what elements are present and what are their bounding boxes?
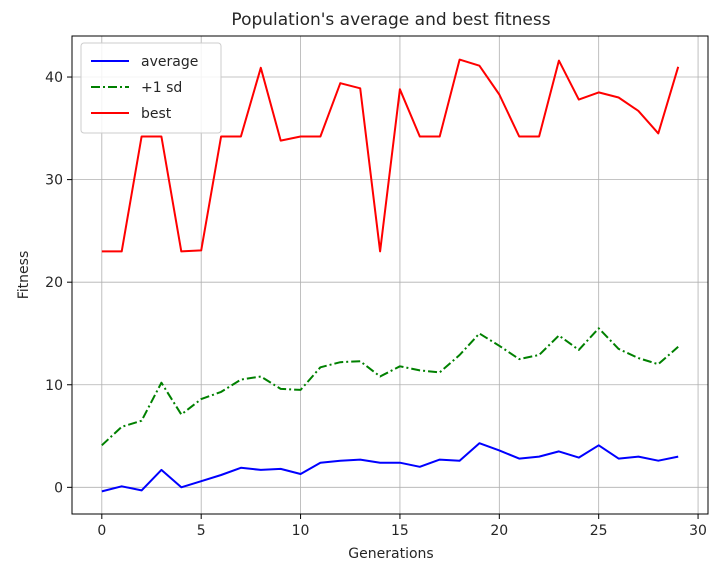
plot-lines (101, 58, 680, 493)
y-tick-label: 10 (45, 378, 63, 394)
series-line-best (101, 58, 680, 253)
x-tick-label: 15 (391, 523, 409, 539)
plot-frame (71, 35, 709, 515)
y-tick-label: 20 (45, 275, 63, 291)
legend-label: +1 sd (141, 80, 182, 96)
legend-label: average (141, 54, 198, 70)
x-tick-label: 25 (590, 523, 608, 539)
legend-label: best (141, 106, 172, 122)
y-tick-label: 0 (54, 480, 63, 496)
y-tick-label: 40 (45, 70, 63, 86)
axis-ticks: 0 5 10 15 20 25 30 0 10 20 30 40 (45, 70, 707, 539)
x-tick-label: 10 (292, 523, 310, 539)
series-line-average (101, 442, 679, 493)
y-axis-title: Fitness (16, 251, 32, 300)
x-tick-label: 20 (490, 523, 508, 539)
x-axis-title: Generations (348, 546, 433, 562)
legend-box (80, 42, 222, 134)
chart-title: Population's average and best fitness (231, 10, 550, 30)
legend: average +1 sd best (80, 42, 222, 134)
y-tick-label: 30 (45, 173, 63, 189)
x-tick-label: 0 (97, 523, 106, 539)
x-tick-label: 5 (197, 523, 206, 539)
x-tick-label: 30 (689, 523, 707, 539)
series-line-1-sd (101, 327, 679, 447)
